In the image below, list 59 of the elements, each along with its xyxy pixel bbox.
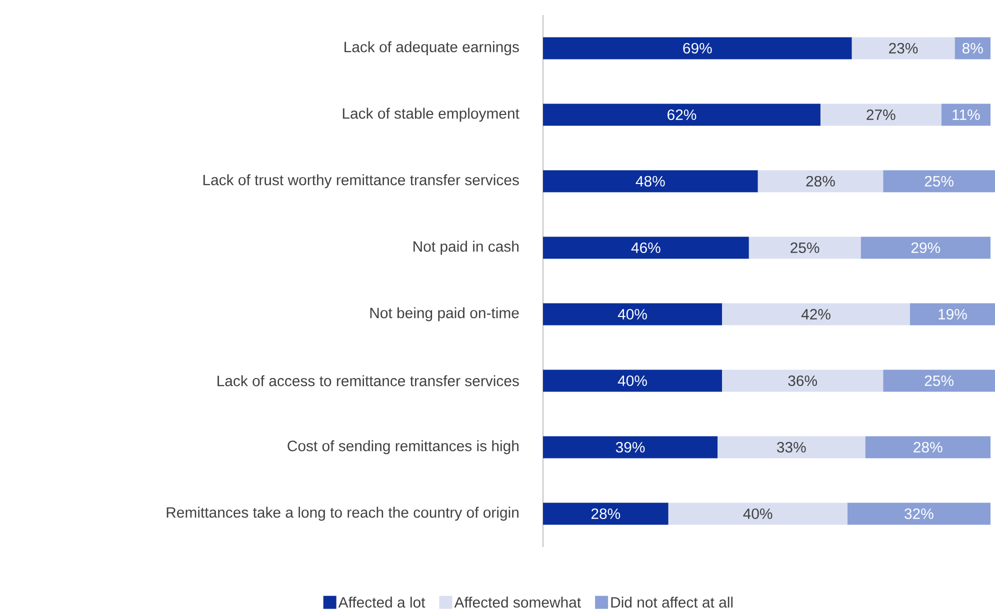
data-label: 25% [924, 176, 954, 187]
data-label: 25% [790, 242, 820, 254]
data-label: 69% [683, 42, 712, 54]
y-tick-label: Not paid in cash [414, 240, 518, 255]
data-label: 23% [889, 42, 918, 54]
data-label: 40% [618, 375, 647, 386]
bar [543, 502, 668, 525]
bar [865, 436, 991, 458]
legend-label: Affected a lot [338, 596, 426, 608]
bar [543, 104, 820, 126]
bar [820, 104, 942, 126]
bar [941, 104, 991, 126]
data-label: 39% [616, 442, 645, 453]
bar [954, 37, 991, 60]
y-tick-label: Cost of sending remittances is high [288, 440, 518, 454]
data-label: 28% [591, 508, 620, 520]
data-label: 8% [962, 42, 983, 54]
bar [852, 37, 955, 60]
data-label: 40% [743, 508, 772, 520]
y-tick-label: Lack of adequate earnings [344, 41, 519, 56]
data-label: 28% [806, 176, 835, 187]
data-label: 48% [636, 176, 665, 187]
data-label: 11% [952, 110, 980, 120]
data-label: 28% [914, 442, 942, 453]
bar [883, 370, 995, 392]
bar [543, 170, 758, 192]
y-tick-label: Remittances take a long to reach the country of origin [166, 506, 518, 521]
bar [718, 436, 866, 458]
bar [668, 502, 848, 525]
legend-label: Did not affect at all [611, 596, 733, 608]
data-label: 29% [911, 242, 940, 254]
y-tick-label: Lack of access to remittance transfer services [218, 375, 519, 386]
y-tick-label: Not being paid on-time [370, 307, 519, 322]
bar [758, 170, 884, 192]
data-label: 36% [788, 375, 817, 386]
bar [543, 370, 722, 392]
bar [847, 502, 991, 525]
bar [722, 303, 910, 326]
bar [543, 236, 749, 259]
legend-label: Affected somewhat [454, 596, 581, 608]
bar [860, 236, 991, 259]
bar [543, 436, 718, 458]
data-label: 27% [866, 109, 896, 120]
bar [748, 236, 861, 259]
data-label: 40% [618, 308, 647, 320]
bar [543, 303, 722, 326]
data-label: 42% [801, 308, 830, 320]
bar [722, 370, 884, 392]
data-label: 46% [631, 242, 660, 254]
data-label: 25% [924, 375, 954, 386]
data-label: 33% [776, 442, 806, 453]
bar [543, 37, 852, 60]
data-label: 62% [668, 109, 696, 120]
data-label: 32% [904, 508, 934, 520]
data-label: 19% [938, 308, 967, 320]
bar [883, 170, 995, 192]
y-tick-label: Lack of trust worthy remittance transfer services [203, 174, 519, 188]
bar [910, 303, 995, 326]
y-tick-label: Lack of stable employment [342, 108, 520, 122]
